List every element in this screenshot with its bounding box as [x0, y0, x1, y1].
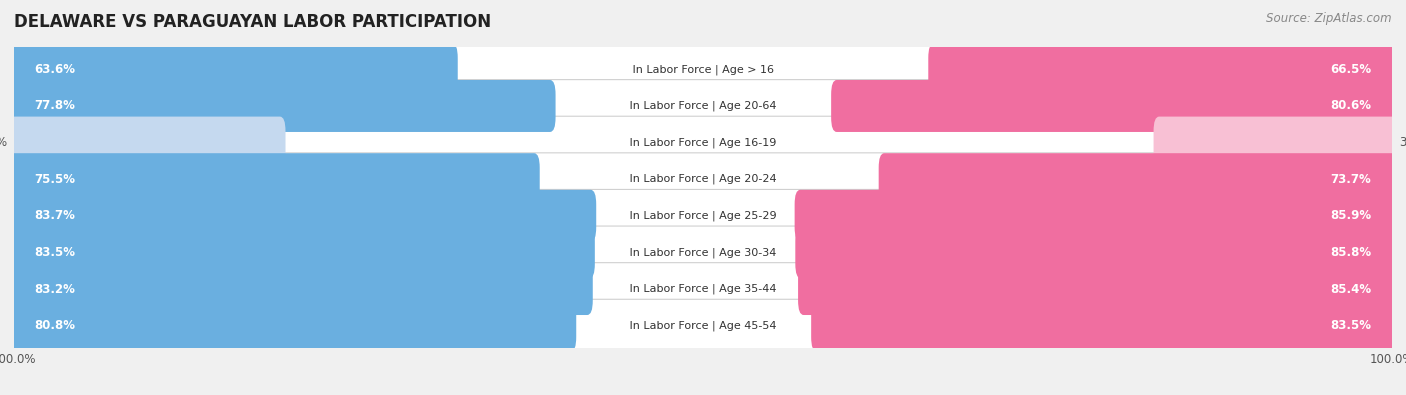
Text: 80.8%: 80.8% — [35, 319, 76, 332]
Text: 75.5%: 75.5% — [35, 173, 76, 186]
FancyBboxPatch shape — [10, 43, 1396, 96]
FancyBboxPatch shape — [10, 299, 1396, 352]
Text: 33.8%: 33.8% — [1399, 136, 1406, 149]
Text: 83.5%: 83.5% — [1330, 319, 1371, 332]
Text: DELAWARE VS PARAGUAYAN LABOR PARTICIPATION: DELAWARE VS PARAGUAYAN LABOR PARTICIPATI… — [14, 13, 491, 31]
FancyBboxPatch shape — [10, 190, 1396, 242]
FancyBboxPatch shape — [8, 300, 576, 352]
FancyBboxPatch shape — [794, 190, 1398, 242]
Text: 83.2%: 83.2% — [35, 282, 76, 295]
Text: 73.7%: 73.7% — [1330, 173, 1371, 186]
FancyBboxPatch shape — [8, 80, 555, 132]
FancyBboxPatch shape — [8, 153, 540, 205]
FancyBboxPatch shape — [928, 43, 1398, 95]
FancyBboxPatch shape — [831, 80, 1398, 132]
Text: In Labor Force | Age 16-19: In Labor Force | Age 16-19 — [626, 137, 780, 148]
Text: In Labor Force | Age 30-34: In Labor Force | Age 30-34 — [626, 247, 780, 258]
Text: In Labor Force | Age 20-64: In Labor Force | Age 20-64 — [626, 101, 780, 111]
Text: 83.5%: 83.5% — [35, 246, 76, 259]
FancyBboxPatch shape — [879, 153, 1398, 205]
FancyBboxPatch shape — [799, 263, 1398, 315]
Text: In Labor Force | Age 20-24: In Labor Force | Age 20-24 — [626, 174, 780, 184]
Text: 38.6%: 38.6% — [0, 136, 7, 149]
Text: 66.5%: 66.5% — [1330, 63, 1371, 76]
Text: In Labor Force | Age > 16: In Labor Force | Age > 16 — [628, 64, 778, 75]
FancyBboxPatch shape — [1153, 117, 1398, 169]
FancyBboxPatch shape — [10, 153, 1396, 205]
FancyBboxPatch shape — [10, 80, 1396, 132]
FancyBboxPatch shape — [10, 116, 1396, 169]
Text: In Labor Force | Age 25-29: In Labor Force | Age 25-29 — [626, 211, 780, 221]
FancyBboxPatch shape — [8, 117, 285, 169]
FancyBboxPatch shape — [10, 226, 1396, 279]
FancyBboxPatch shape — [796, 226, 1398, 278]
Text: In Labor Force | Age 45-54: In Labor Force | Age 45-54 — [626, 320, 780, 331]
Text: Source: ZipAtlas.com: Source: ZipAtlas.com — [1267, 12, 1392, 25]
FancyBboxPatch shape — [8, 43, 458, 95]
FancyBboxPatch shape — [811, 300, 1398, 352]
FancyBboxPatch shape — [10, 263, 1396, 315]
Text: In Labor Force | Age 35-44: In Labor Force | Age 35-44 — [626, 284, 780, 294]
Text: 85.4%: 85.4% — [1330, 282, 1371, 295]
Text: 85.9%: 85.9% — [1330, 209, 1371, 222]
Text: 63.6%: 63.6% — [35, 63, 76, 76]
Text: 77.8%: 77.8% — [35, 100, 76, 113]
Text: 83.7%: 83.7% — [35, 209, 76, 222]
FancyBboxPatch shape — [8, 190, 596, 242]
FancyBboxPatch shape — [8, 263, 593, 315]
Text: 80.6%: 80.6% — [1330, 100, 1371, 113]
FancyBboxPatch shape — [8, 226, 595, 278]
Text: 85.8%: 85.8% — [1330, 246, 1371, 259]
